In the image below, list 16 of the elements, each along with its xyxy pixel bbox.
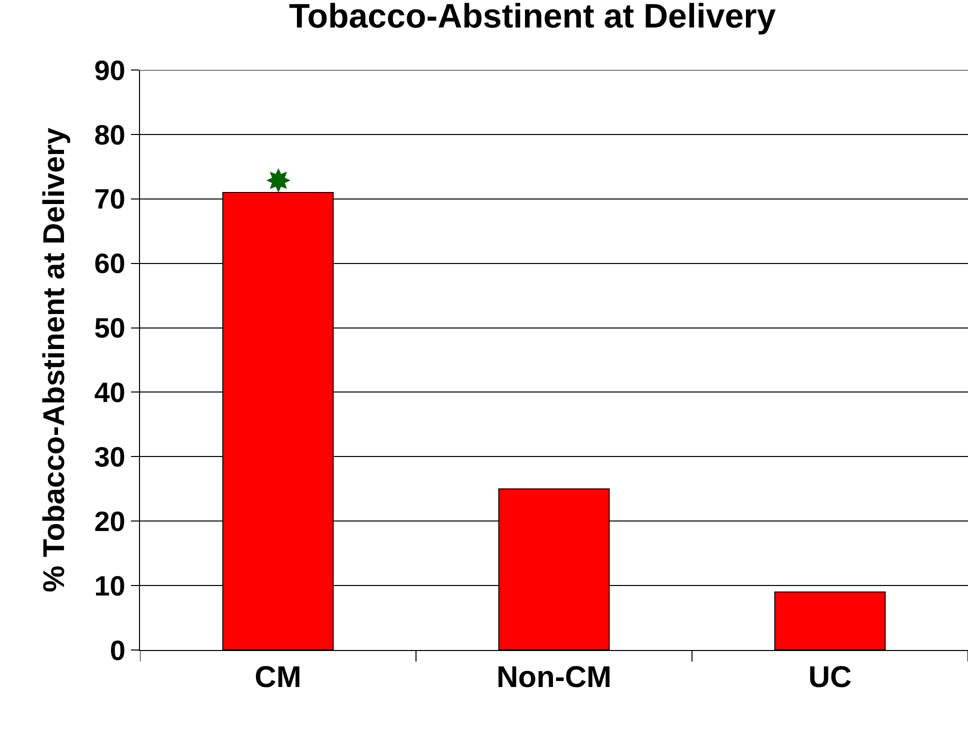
x-tick-label: Non-CM — [496, 661, 612, 694]
y-tick-label: 40 — [94, 377, 126, 408]
y-tick-label: 50 — [94, 312, 126, 344]
y-tick-label: 60 — [94, 248, 126, 280]
y-tick-label: 0 — [110, 634, 126, 666]
y-tick-label: 80 — [94, 119, 126, 150]
chart-title: Tobacco-Abstinent at Delivery — [288, 0, 776, 36]
annotation: ✸ — [265, 162, 292, 200]
y-tick-label: 20 — [94, 506, 126, 537]
y-tick-label: 70 — [94, 184, 126, 215]
y-axis-title: % Tobacco-Abstinent at Delivery — [38, 127, 72, 592]
y-tick-label: 90 — [94, 54, 126, 86]
x-tick-label: UC — [808, 661, 852, 694]
y-tick-label: 30 — [94, 441, 126, 472]
y-tick-label: 10 — [94, 570, 126, 602]
x-tick-label: CM — [254, 661, 302, 694]
